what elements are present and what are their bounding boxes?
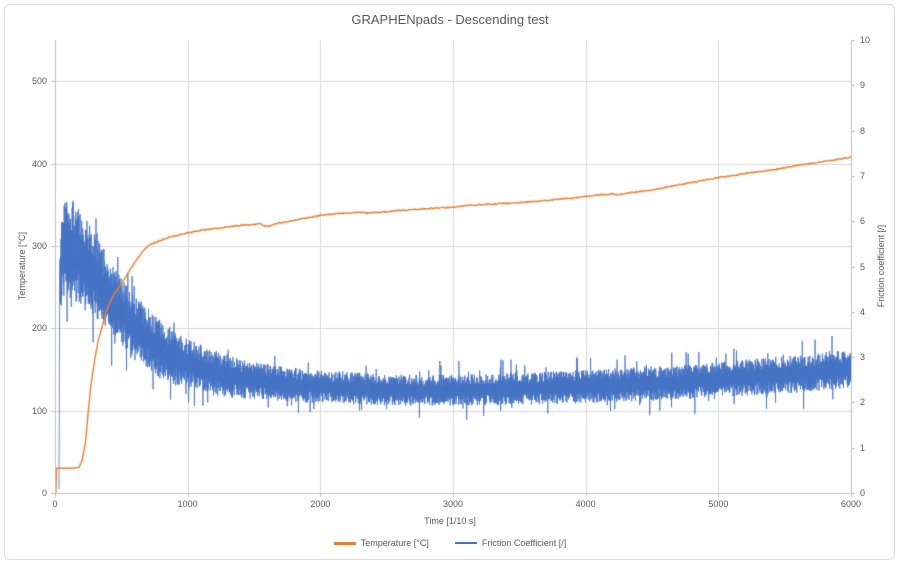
- x-axis-tick-label: 3000: [442, 499, 464, 509]
- left-axis-tick-label: 200: [31, 323, 47, 334]
- x-axis-title: Time [1/10 s]: [424, 516, 476, 526]
- right-axis-title: Friction coefficient [/]: [876, 224, 886, 308]
- right-axis-tick-label: 6: [860, 216, 866, 227]
- left-axis-tick-label: 400: [31, 158, 47, 169]
- legend-item-friction: Friction Coefficient [/]: [454, 538, 567, 548]
- right-axis-tick-label: 7: [860, 170, 866, 181]
- left-axis-tick-label: 300: [31, 240, 47, 251]
- friction-line-icon: [454, 542, 477, 544]
- right-axis-tick-label: 3: [860, 352, 866, 363]
- right-axis-tick-label: 10: [860, 35, 871, 45]
- x-axis-tick-label: 5000: [708, 499, 729, 509]
- left-axis-tick-label: 500: [31, 76, 47, 87]
- x-axis-tick-label: 4000: [575, 499, 596, 509]
- legend-label-friction: Friction Coefficient [/]: [481, 538, 567, 548]
- right-axis-tick-label: 8: [860, 125, 866, 136]
- x-axis-tick-label: 1000: [177, 499, 198, 509]
- left-axis-title: Temperature [°C]: [17, 231, 27, 301]
- left-axis-tick-label: 100: [31, 405, 47, 416]
- legend: Temperature [°C] Friction Coefficient [/…: [0, 538, 900, 548]
- x-axis-tick-label: 0: [52, 499, 58, 509]
- temperature-line-icon: [333, 541, 356, 545]
- legend-item-temperature: Temperature [°C]: [333, 538, 429, 548]
- right-axis-tick-label: 2: [860, 397, 866, 408]
- right-axis-tick-label: 1: [860, 442, 866, 453]
- x-axis-tick-label: 6000: [840, 499, 862, 509]
- legend-label-temperature: Temperature [°C]: [360, 538, 429, 548]
- chart-title: GRAPHENpads - Descending test: [351, 12, 549, 27]
- right-axis-tick-label: 0: [860, 488, 866, 498]
- right-axis-tick-label: 5: [860, 261, 866, 272]
- right-axis-tick-label: 9: [860, 80, 866, 91]
- left-axis-tick-label: 0: [41, 488, 47, 498]
- right-axis-tick-label: 4: [860, 306, 866, 317]
- x-axis-tick-label: 2000: [310, 499, 331, 509]
